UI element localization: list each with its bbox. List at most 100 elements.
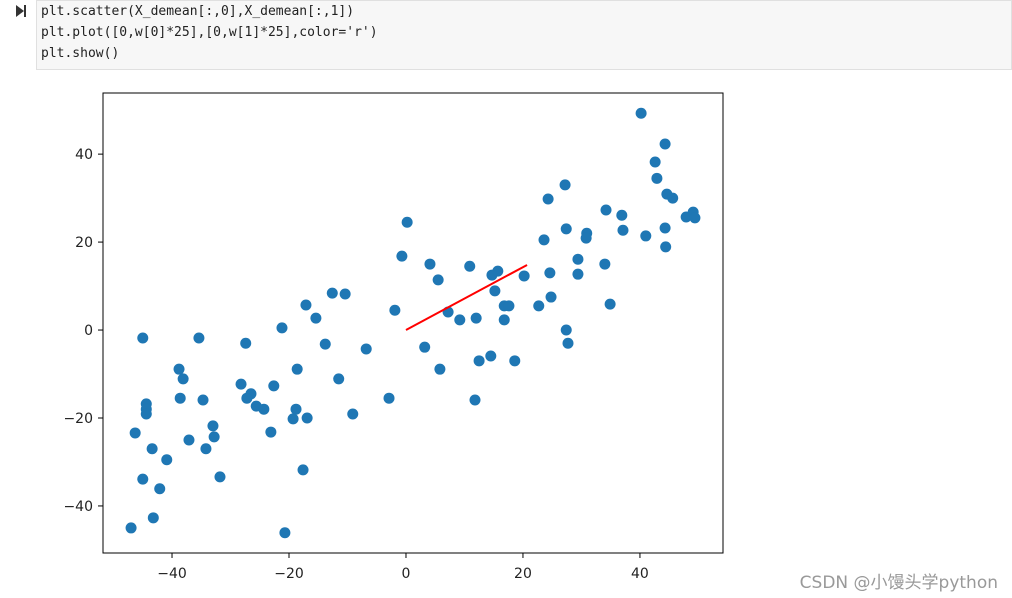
point — [572, 268, 584, 280]
point — [560, 223, 572, 235]
y-tick-label: −40 — [63, 499, 93, 515]
point — [432, 274, 444, 286]
point — [208, 431, 220, 443]
point — [347, 408, 359, 420]
point — [559, 179, 571, 191]
point — [498, 314, 510, 326]
point — [140, 408, 152, 420]
point — [129, 427, 141, 439]
y-tick-label: −20 — [63, 411, 93, 427]
point — [396, 250, 408, 262]
point — [600, 204, 612, 216]
point — [486, 269, 498, 281]
y-tick-label: 20 — [75, 235, 93, 251]
point — [544, 267, 556, 279]
point — [207, 420, 219, 432]
point — [301, 412, 313, 424]
point — [291, 363, 303, 375]
point — [146, 443, 158, 455]
point — [287, 413, 299, 425]
point — [580, 232, 592, 244]
line — [405, 264, 528, 331]
point — [297, 464, 309, 476]
point — [616, 209, 628, 221]
point — [503, 300, 515, 312]
point — [419, 341, 431, 353]
point — [470, 312, 482, 324]
point — [518, 270, 530, 282]
point — [177, 373, 189, 385]
x-tick-label: 0 — [402, 566, 411, 582]
point — [401, 216, 413, 228]
point — [241, 392, 253, 404]
point — [319, 338, 331, 350]
point — [137, 332, 149, 344]
y-tick-label: 40 — [75, 147, 93, 163]
point — [434, 363, 446, 375]
x-tick-label: −40 — [157, 566, 187, 582]
point — [161, 454, 173, 466]
run-icon[interactable] — [14, 4, 28, 18]
point — [689, 212, 701, 224]
point — [473, 355, 485, 367]
point — [339, 288, 351, 300]
point — [509, 355, 521, 367]
point — [635, 107, 647, 119]
point — [173, 363, 185, 375]
point — [485, 350, 497, 362]
point — [214, 471, 226, 483]
point — [360, 343, 372, 355]
point — [183, 434, 195, 446]
point — [599, 258, 611, 270]
point — [424, 258, 436, 270]
point — [538, 234, 550, 246]
point — [333, 373, 345, 385]
point — [240, 337, 252, 349]
point — [572, 253, 584, 265]
point — [265, 426, 277, 438]
point — [279, 527, 291, 539]
plot-frame — [102, 92, 724, 554]
point — [290, 403, 302, 415]
x-tick-label: 40 — [631, 566, 649, 582]
point — [200, 443, 212, 455]
point — [147, 512, 159, 524]
point — [154, 483, 166, 495]
point — [137, 473, 149, 485]
chart: −40 −20 0 20 40 −40 −20 0 20 40 — [63, 92, 724, 582]
x-tick-label: −20 — [274, 566, 304, 582]
y-tick-label: 0 — [84, 323, 93, 339]
point — [659, 138, 671, 150]
point — [560, 324, 572, 336]
point — [489, 285, 501, 297]
point — [389, 304, 401, 316]
point — [383, 392, 395, 404]
point — [533, 300, 545, 312]
point — [310, 312, 322, 324]
code-line: plt.show() — [41, 46, 120, 61]
point — [235, 378, 247, 390]
point — [300, 299, 312, 311]
point — [649, 156, 661, 168]
x-tick-label: 20 — [514, 566, 532, 582]
point — [660, 241, 672, 253]
point — [464, 260, 476, 272]
point — [174, 392, 186, 404]
point — [276, 322, 288, 334]
point — [326, 287, 338, 299]
point — [258, 403, 270, 415]
code-cell[interactable]: plt.scatter(X_demean[:,0],X_demean[:,1])… — [36, 0, 1012, 70]
point — [617, 224, 629, 236]
point — [268, 380, 280, 392]
code-line: plt.scatter(X_demean[:,0],X_demean[:,1]) — [41, 4, 355, 19]
point — [604, 298, 616, 310]
point — [125, 522, 137, 534]
point — [542, 193, 554, 205]
point — [545, 291, 557, 303]
point — [469, 394, 481, 406]
point — [193, 332, 205, 344]
point — [640, 230, 652, 242]
code-line: plt.plot([0,w[0]*25],[0,w[1]*25],color='… — [41, 25, 378, 40]
point — [659, 222, 671, 234]
